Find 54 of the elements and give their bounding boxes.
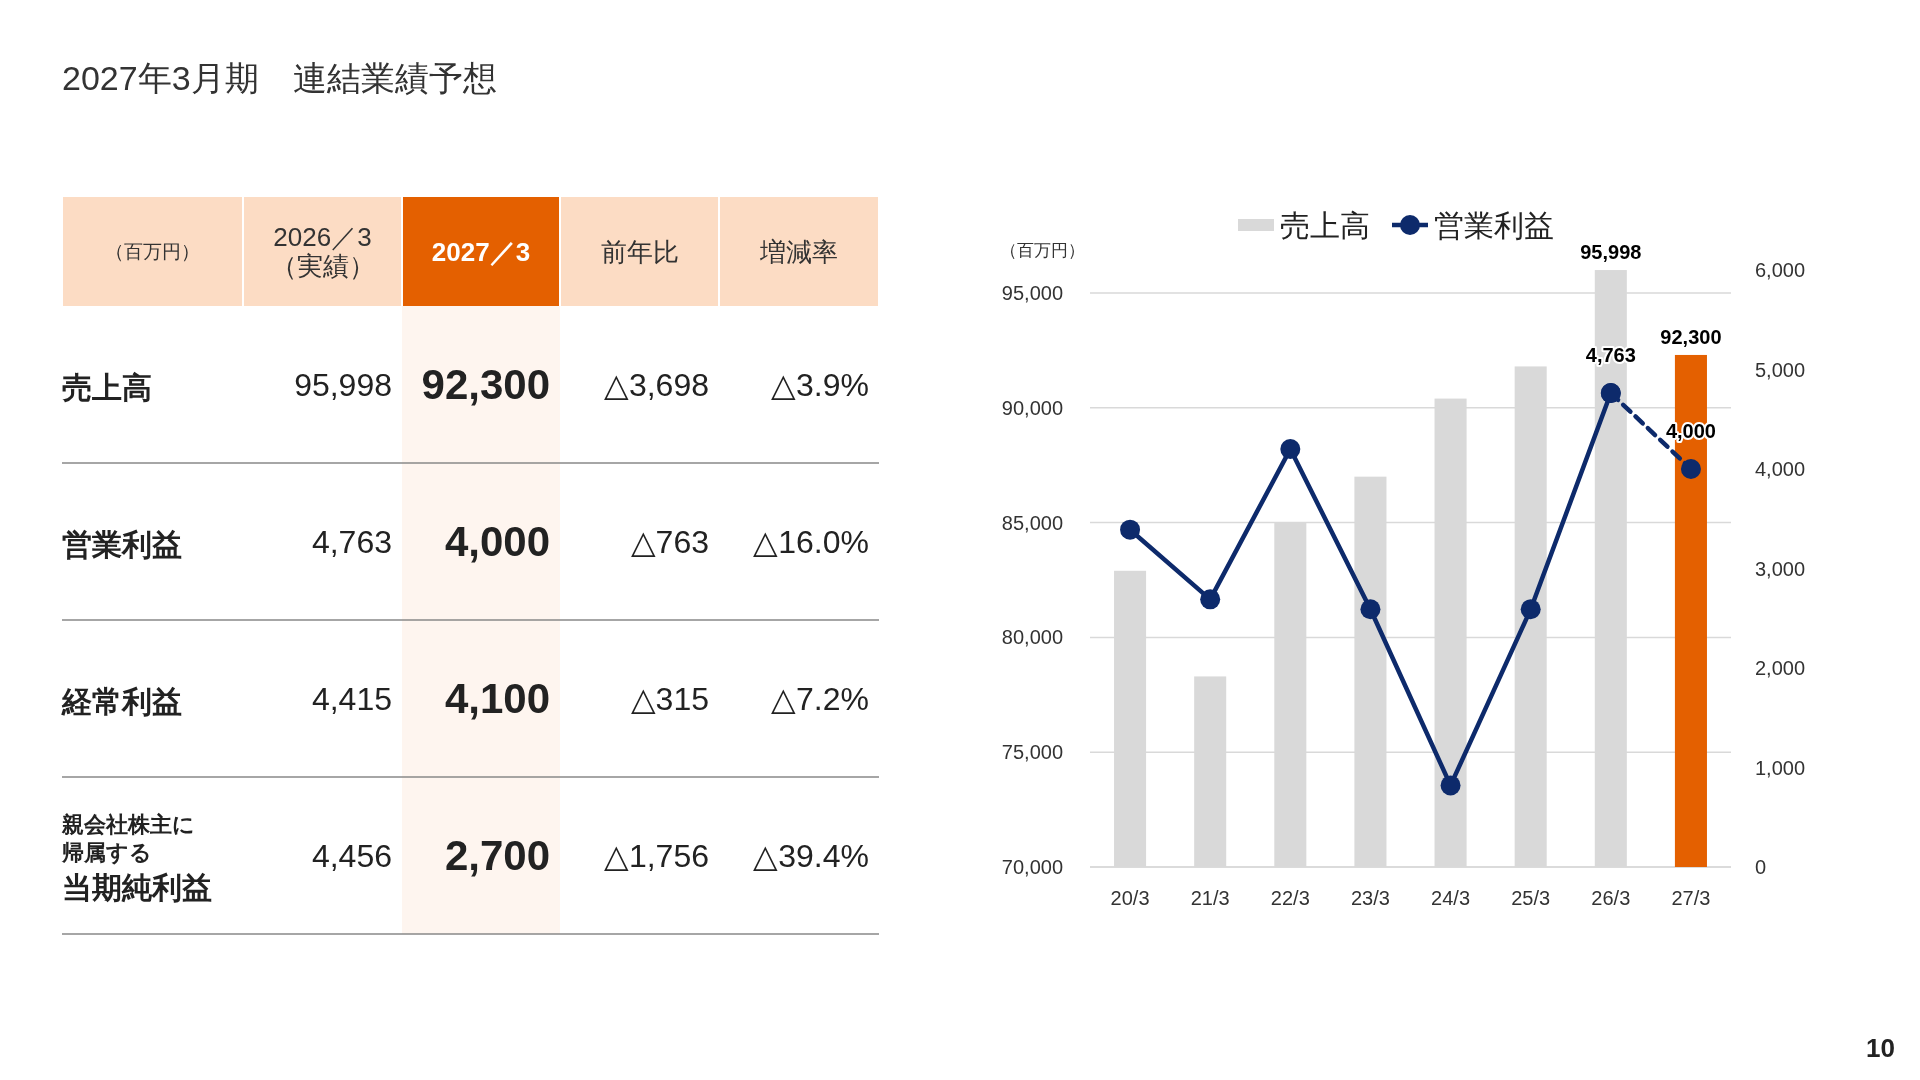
- y-tick-label: 85,000: [1001, 511, 1063, 534]
- x-tick-label: 21/3: [1190, 887, 1230, 909]
- x-tick-label: 20/3: [1110, 887, 1150, 909]
- category-label: （百万円）: [105, 241, 200, 262]
- text: 4,000: [444, 518, 550, 565]
- text: 2027年3月期 連結業績予想: [62, 59, 497, 97]
- y-tick-label: 75,000: [1001, 741, 1063, 764]
- category-label: 親会社株主に帰属する当期純利益: [62, 811, 212, 904]
- y2-tick-label: 3,000: [1755, 557, 1806, 580]
- legend-label: 営業利益: [1434, 208, 1554, 242]
- x-tick-label: 24/3: [1431, 887, 1471, 909]
- category-label: 経常利益: [62, 685, 182, 718]
- x-tick-label: 26/3: [1591, 887, 1631, 909]
- category-label: 2026／3 （実績）: [270, 222, 375, 281]
- text: 2,700: [444, 832, 550, 879]
- y-tick-label: 70,000: [1001, 856, 1063, 878]
- data-label: 95,998: [1580, 241, 1642, 264]
- text: △39.4%: [753, 837, 869, 874]
- category-label: 前年比: [600, 236, 679, 267]
- data-label: 92,300: [1660, 325, 1722, 348]
- text: △7.2%: [771, 680, 869, 717]
- y-tick-label: 90,000: [1001, 396, 1063, 419]
- text: 4,763: [311, 523, 392, 560]
- text: 4,456: [311, 837, 392, 874]
- y2-tick-label: 5,000: [1755, 358, 1806, 381]
- y-tick-label: 80,000: [1001, 626, 1063, 649]
- y2-tick-label: 1,000: [1755, 756, 1806, 779]
- text: 4,415: [311, 680, 392, 717]
- x-tick-label: 22/3: [1270, 887, 1310, 909]
- category-label: 増減率: [759, 236, 838, 267]
- y2-tick-label: 4,000: [1755, 458, 1806, 480]
- x-tick-label: 27/3: [1671, 887, 1711, 909]
- category-label: 2027／3: [431, 236, 531, 267]
- text: △16.0%: [753, 523, 869, 560]
- text: △1,756: [603, 837, 709, 874]
- text: △3.9%: [771, 366, 869, 403]
- y2-tick-label: 0: [1755, 856, 1767, 878]
- y-tick-label: 95,000: [1001, 281, 1063, 304]
- text: △315: [630, 680, 709, 717]
- y-axis-title: （百万円）: [1000, 241, 1085, 260]
- text: 92,300: [421, 361, 550, 408]
- y2-tick-label: 2,000: [1755, 657, 1806, 679]
- y2-tick-label: 6,000: [1755, 259, 1806, 281]
- legend-label: 売上高: [1280, 208, 1370, 242]
- category-label: 売上高: [62, 371, 152, 404]
- text: 95,998: [294, 366, 392, 403]
- text: △3,698: [603, 366, 709, 403]
- text: 10: [1866, 1033, 1895, 1063]
- category-label: 営業利益: [62, 528, 182, 561]
- x-tick-label: 23/3: [1350, 887, 1390, 909]
- data-label: 4,763: [1585, 344, 1636, 367]
- text: △763: [630, 523, 709, 560]
- x-tick-label: 25/3: [1511, 887, 1551, 909]
- text: 4,100: [444, 675, 550, 722]
